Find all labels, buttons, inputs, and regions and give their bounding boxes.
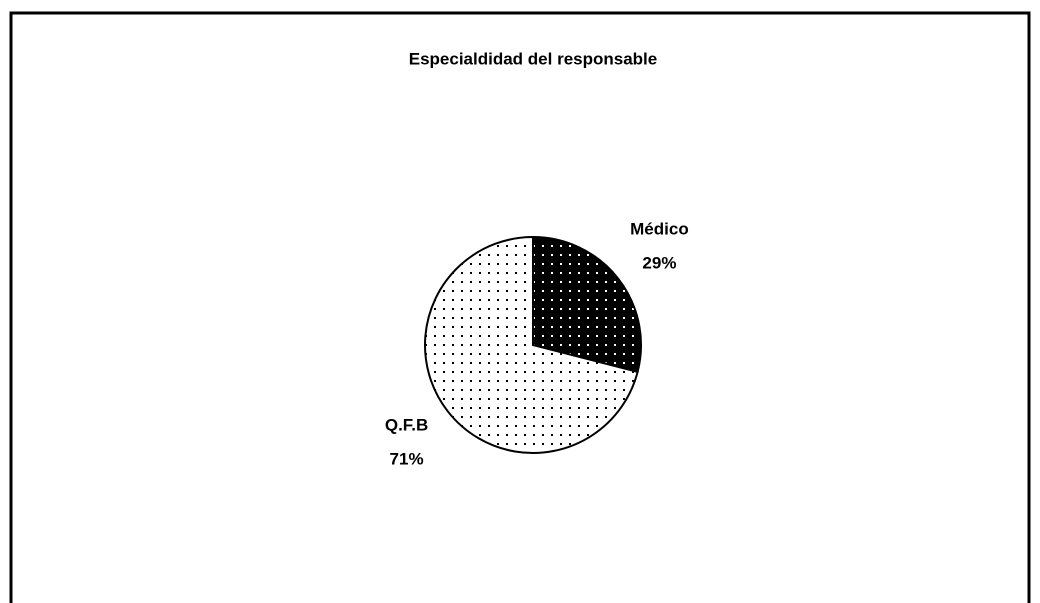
slice-label: Médico	[630, 219, 689, 238]
slice-value-label: 71%	[390, 450, 424, 469]
chart-frame	[9, 11, 1031, 603]
chart-title: Especialdidad del responsable	[409, 49, 657, 68]
slice-value-label: 29%	[642, 253, 676, 272]
pie-slice	[424, 235, 639, 454]
slice-label: Q.F.B	[385, 416, 428, 435]
pie-slice	[532, 235, 642, 374]
